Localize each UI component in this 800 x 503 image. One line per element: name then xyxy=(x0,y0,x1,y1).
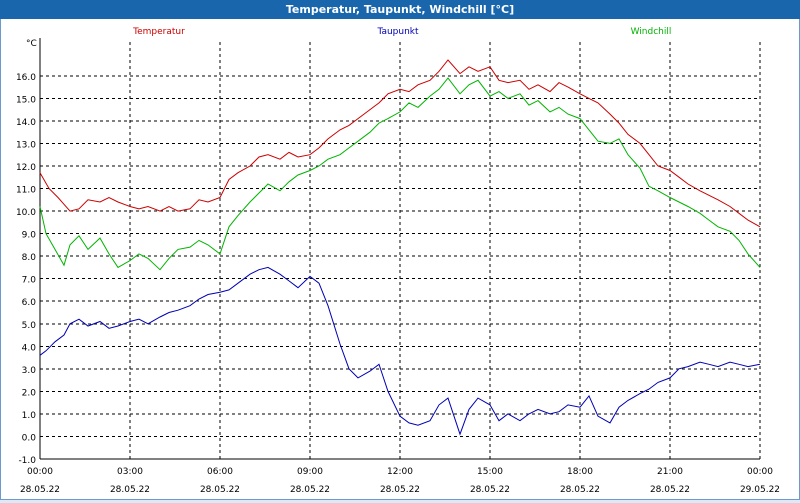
legend-temperatur: Temperatur xyxy=(132,27,185,37)
x-tick-date: 28.05.22 xyxy=(560,485,600,495)
x-tick-time: 09:00 xyxy=(297,467,323,477)
legend-windchill: Windchill xyxy=(631,27,672,37)
x-tick-date: 28.05.22 xyxy=(200,485,240,495)
y-tick-label: 11.0 xyxy=(16,186,36,196)
y-tick-label: 14.0 xyxy=(16,118,36,128)
y-tick-label: 5.0 xyxy=(22,321,37,331)
x-tick-time: 03:00 xyxy=(117,467,143,477)
plot-area: -1.0 0.0 1.0 2.0 3.0 4.0 5.0 6.0 7.0 8.0 9.0 10.0 11… xyxy=(0,19,800,500)
y-tick-label: -1.0 xyxy=(18,456,36,466)
series-line-windchill xyxy=(39,77,761,271)
x-tick-date: 28.05.22 xyxy=(20,485,60,495)
x-tick-time: 00:00 xyxy=(27,467,53,477)
x-tick-date: 28.05.22 xyxy=(470,485,510,495)
legend-taupunkt: Taupunkt xyxy=(376,27,419,37)
x-tick-date: 28.05.22 xyxy=(650,485,690,495)
line-chart: -1.0 0.0 1.0 2.0 3.0 4.0 5.0 6.0 7.0 8.0 9.0 10.0 11… xyxy=(16,27,780,495)
series-line-temperatur xyxy=(39,59,761,228)
y-tick-label: 10.0 xyxy=(16,208,36,218)
y-tick-label: 12.0 xyxy=(16,163,36,173)
x-tick-time: 15:00 xyxy=(477,467,503,477)
y-tick-label: 9.0 xyxy=(22,231,37,241)
y-tick-label: 13.0 xyxy=(16,140,36,150)
x-tick-date: 28.05.22 xyxy=(290,485,330,495)
y-axis-unit: °C xyxy=(26,39,37,49)
window-title: Temperatur, Taupunkt, Windchill [°C] xyxy=(0,0,800,19)
y-tick-label: 15.0 xyxy=(16,95,36,105)
x-tick-time: 21:00 xyxy=(657,467,683,477)
x-tick-time: 00:00 xyxy=(747,467,773,477)
x-tick-date: 28.05.22 xyxy=(110,485,150,495)
y-tick-label: 3.0 xyxy=(22,366,37,376)
x-tick-time: 12:00 xyxy=(387,467,413,477)
y-tick-label: 2.0 xyxy=(22,388,37,398)
y-tick-label: 0.0 xyxy=(22,433,37,443)
x-tick-time: 06:00 xyxy=(207,467,233,477)
y-tick-label: 16.0 xyxy=(16,73,36,83)
y-tick-label: 8.0 xyxy=(22,253,37,263)
y-tick-label: 1.0 xyxy=(22,411,37,421)
x-tick-date: 28.05.22 xyxy=(380,485,420,495)
y-tick-label: 7.0 xyxy=(22,276,37,286)
y-tick-label: 4.0 xyxy=(22,343,37,353)
series-line-taupunkt xyxy=(39,266,761,436)
x-tick-time: 18:00 xyxy=(567,467,593,477)
x-tick-date: 29.05.22 xyxy=(740,485,780,495)
y-tick-label: 6.0 xyxy=(22,298,37,308)
